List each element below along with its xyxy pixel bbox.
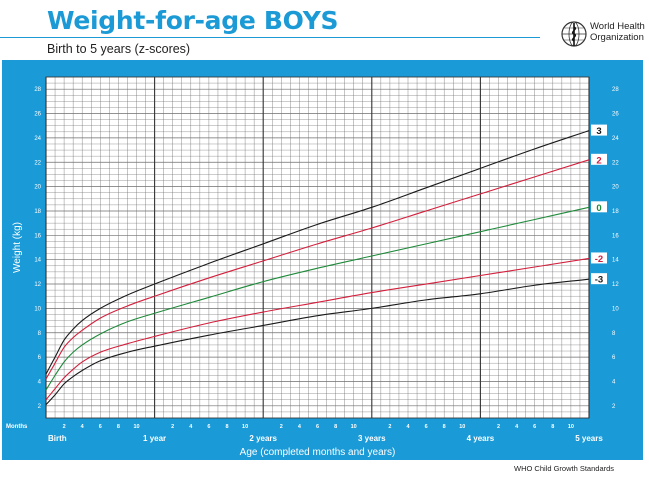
y-tick-label-left: 4 (38, 379, 42, 385)
x-month-tick-label: 4 (81, 424, 85, 430)
x-year-tick-label: 1 year (143, 434, 166, 443)
footer-note: WHO Child Growth Standards (514, 464, 615, 473)
x-month-tick-label: 2 (280, 424, 283, 430)
x-months-label: Months (6, 424, 28, 430)
y-tick-label-left: 10 (34, 306, 41, 312)
y-tick-label-right: 4 (612, 379, 616, 385)
z-score-label-bg (591, 273, 607, 285)
x-month-tick-label: 4 (298, 424, 302, 430)
y-tick-label-right: 22 (612, 160, 619, 166)
z-score-label: -2 (595, 254, 603, 265)
y-tick-label-right: 12 (612, 282, 619, 288)
y-tick-label-left: 22 (34, 160, 41, 166)
who-emblem-icon (561, 21, 587, 47)
z-score-line (45, 159, 590, 380)
y-tick-label-left: 20 (34, 185, 41, 191)
z-score-line (45, 278, 590, 405)
y-tick-label-right: 28 (612, 87, 619, 93)
title-divider (0, 37, 540, 38)
page-title: Weight-for-age BOYS (47, 6, 339, 35)
z-score-label: 2 (596, 155, 601, 166)
z-score-label-bg (591, 153, 607, 165)
x-month-tick-label: 10 (133, 424, 139, 430)
z-score-line (45, 130, 590, 375)
x-month-tick-label: 6 (207, 424, 210, 430)
y-tick-label-left: 24 (34, 136, 41, 142)
y-tick-label-left: 12 (34, 282, 41, 288)
y-tick-label-left: 6 (38, 355, 42, 361)
who-logo: World Health Organization (560, 20, 646, 50)
x-year-tick-label: 3 years (358, 434, 386, 443)
x-month-tick-label: 8 (334, 424, 337, 430)
x-month-tick-label: 6 (425, 424, 428, 430)
y-tick-label-right: 14 (612, 258, 619, 264)
z-score-label: -3 (595, 275, 603, 286)
page-subtitle: Birth to 5 years (z-scores) (47, 42, 191, 56)
y-tick-label-left: 28 (34, 87, 41, 93)
y-tick-label-left: 16 (34, 233, 41, 239)
who-logo-text: World Health Organization (590, 21, 645, 43)
x-year-tick-label: 4 years (467, 434, 495, 443)
x-month-tick-label: 6 (533, 424, 536, 430)
y-tick-label-right: 8 (612, 331, 616, 337)
plot-border (45, 76, 590, 419)
z-score-label-bg (591, 201, 607, 213)
x-year-tick-label: Birth (48, 434, 67, 443)
y-tick-label-right: 6 (612, 355, 616, 361)
y-tick-label-left: 14 (34, 258, 41, 264)
x-month-tick-label: 10 (351, 424, 357, 430)
y-tick-label-left: 8 (38, 331, 42, 337)
x-year-tick-label: 2 years (249, 434, 277, 443)
y-tick-label-right: 26 (612, 112, 619, 118)
x-month-tick-label: 10 (459, 424, 465, 430)
y-tick-label-right: 16 (612, 233, 619, 239)
x-month-tick-label: 8 (117, 424, 120, 430)
x-month-tick-label: 8 (443, 424, 446, 430)
x-month-tick-label: 2 (171, 424, 174, 430)
y-tick-label-right: 10 (612, 306, 619, 312)
x-year-tick-label: 5 years (575, 434, 603, 443)
y-tick-label-left: 26 (34, 112, 41, 118)
x-month-tick-label: 4 (515, 424, 519, 430)
x-month-tick-label: 2 (388, 424, 391, 430)
z-score-line (45, 206, 590, 391)
x-month-tick-label: 6 (316, 424, 319, 430)
x-month-tick-label: 2 (497, 424, 500, 430)
x-month-tick-label: 2 (63, 424, 66, 430)
x-month-tick-label: 10 (242, 424, 248, 430)
y-tick-label-right: 24 (612, 136, 619, 142)
x-month-tick-label: 6 (99, 424, 102, 430)
y-tick-label-right: 2 (612, 404, 616, 410)
y-axis-title: Weight (kg) (12, 222, 23, 273)
y-tick-label-right: 18 (612, 209, 619, 215)
z-score-label-bg (591, 252, 607, 264)
x-month-tick-label: 10 (568, 424, 574, 430)
y-tick-label-right: 20 (612, 185, 619, 191)
z-score-label: 0 (596, 203, 601, 214)
z-score-line (45, 257, 590, 401)
z-score-label-bg (591, 124, 607, 136)
y-tick-label-left: 2 (38, 404, 42, 410)
y-tick-label-left: 18 (34, 209, 41, 215)
x-month-tick-label: 8 (225, 424, 228, 430)
x-month-tick-label: 4 (189, 424, 193, 430)
x-month-tick-label: 8 (551, 424, 554, 430)
z-score-label: 3 (596, 126, 601, 137)
x-axis-title: Age (completed months and years) (240, 447, 396, 458)
x-month-tick-label: 4 (406, 424, 410, 430)
